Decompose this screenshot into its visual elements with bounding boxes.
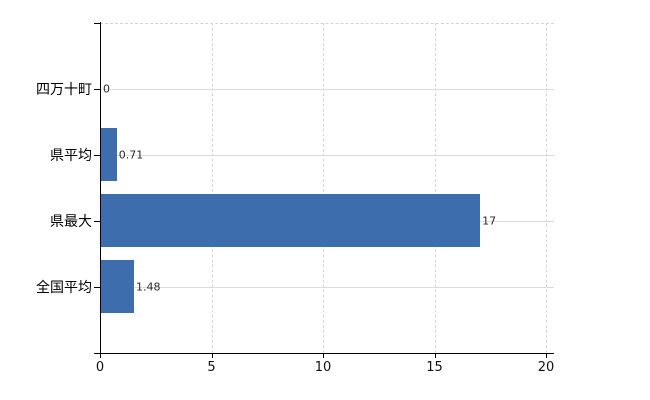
bar-value-label: 0.71 bbox=[118, 148, 144, 162]
y-axis-tick bbox=[94, 155, 100, 156]
y-axis-tick bbox=[94, 89, 100, 90]
x-axis-line bbox=[94, 353, 554, 354]
y-axis-category-label: 県最大 bbox=[50, 214, 92, 230]
x-axis-tick-label: 10 bbox=[314, 360, 332, 375]
plot-area: 0 0.71 17 1.48 bbox=[94, 23, 554, 358]
x-axis-tick bbox=[323, 353, 324, 358]
bar bbox=[101, 260, 134, 313]
y-axis-tick bbox=[94, 287, 100, 288]
x-axis-tick-label: 15 bbox=[426, 360, 443, 375]
x-axis-tick bbox=[546, 353, 547, 358]
y-axis-line bbox=[100, 22, 101, 358]
bar-value-label: 17 bbox=[482, 214, 497, 228]
x-axis-tick-label: 5 bbox=[207, 360, 216, 375]
y-axis-category-label: 全国平均 bbox=[36, 280, 92, 296]
y-axis-tick bbox=[94, 23, 100, 24]
x-axis-tick-label: 20 bbox=[537, 360, 555, 375]
horizontal-gridline bbox=[100, 287, 554, 288]
bar bbox=[101, 128, 117, 181]
y-axis-tick bbox=[94, 221, 100, 222]
x-axis-tick bbox=[211, 353, 213, 358]
bar bbox=[101, 194, 481, 247]
y-axis-category-label: 県平均 bbox=[50, 148, 92, 164]
x-axis-tick-label: 0 bbox=[95, 360, 105, 375]
horizontal-gridline bbox=[100, 155, 554, 156]
horizontal-gridline bbox=[100, 89, 554, 90]
y-axis-category-label: 四万十町 bbox=[36, 82, 92, 98]
vertical-gridline bbox=[211, 23, 213, 353]
vertical-gridline bbox=[434, 23, 436, 353]
vertical-gridline bbox=[323, 23, 324, 353]
x-axis-tick bbox=[434, 353, 436, 358]
plot-top-border bbox=[100, 23, 554, 24]
vertical-gridline bbox=[546, 23, 547, 353]
bar-value-label: 0 bbox=[103, 82, 110, 96]
bar-value-label: 1.48 bbox=[136, 280, 161, 294]
